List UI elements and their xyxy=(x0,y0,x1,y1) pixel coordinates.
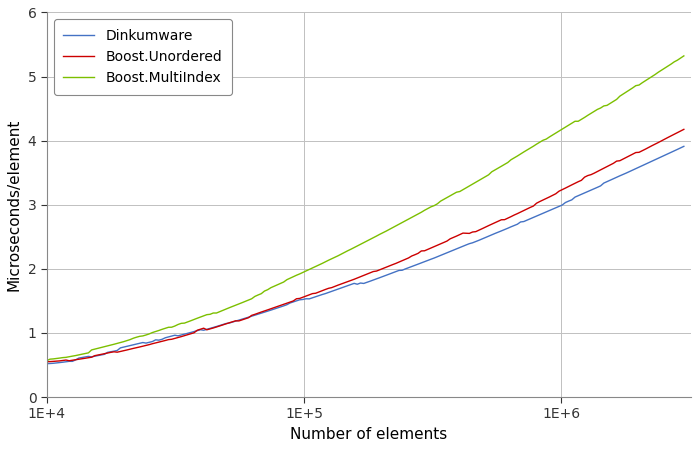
Boost.Unordered xyxy=(625,153,634,158)
Boost.Unordered xyxy=(81,356,89,361)
Boost.MultiIndex xyxy=(81,351,89,356)
Boost.Unordered xyxy=(648,143,656,149)
Dinkumware xyxy=(212,324,221,329)
Legend: Dinkumware, Boost.Unordered, Boost.MultiIndex: Dinkumware, Boost.Unordered, Boost.Multi… xyxy=(54,19,232,95)
Dinkumware xyxy=(43,361,51,366)
Line: Boost.MultiIndex: Boost.MultiIndex xyxy=(47,56,684,361)
Boost.MultiIndex xyxy=(648,74,656,79)
Boost.Unordered xyxy=(212,324,221,330)
Dinkumware xyxy=(161,335,170,340)
Line: Dinkumware: Dinkumware xyxy=(47,146,684,364)
Y-axis label: Microseconds/element: Microseconds/element xyxy=(7,119,22,291)
Dinkumware xyxy=(680,144,688,149)
Boost.Unordered xyxy=(68,357,77,363)
Boost.Unordered xyxy=(680,127,688,132)
Boost.MultiIndex xyxy=(43,358,51,363)
Boost.MultiIndex xyxy=(161,326,170,331)
Dinkumware xyxy=(68,359,77,364)
Boost.MultiIndex xyxy=(68,353,77,359)
Boost.MultiIndex xyxy=(680,53,688,58)
Boost.Unordered xyxy=(43,359,51,365)
Boost.MultiIndex xyxy=(212,310,221,316)
Boost.Unordered xyxy=(161,338,170,343)
X-axis label: Number of elements: Number of elements xyxy=(290,427,447,442)
Dinkumware xyxy=(81,354,89,360)
Boost.MultiIndex xyxy=(625,88,634,93)
Line: Boost.Unordered: Boost.Unordered xyxy=(47,129,684,362)
Dinkumware xyxy=(625,169,634,174)
Dinkumware xyxy=(648,158,656,164)
